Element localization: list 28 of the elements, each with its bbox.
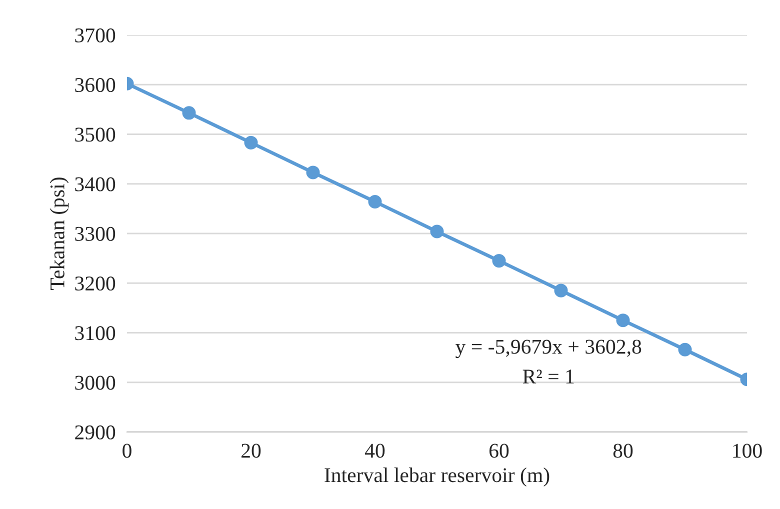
annotation: R² = 1: [522, 370, 574, 384]
x-tick-label: 0: [122, 444, 132, 458]
point: [616, 314, 630, 328]
x-tick-label: 100: [733, 444, 762, 458]
y-tick-label: 3400: [75, 177, 116, 192]
y-tick-label: 3200: [75, 276, 116, 291]
point: [678, 342, 692, 356]
x-tick-label: 40: [364, 444, 385, 458]
y-tick-label: 3600: [75, 78, 116, 92]
y-tick-label: 3300: [75, 226, 116, 241]
point: [368, 194, 382, 209]
y-tick-label: 3100: [75, 326, 116, 340]
point: [306, 166, 320, 180]
y-tick-label: 3700: [75, 28, 116, 42]
y-tick-label: 3000: [75, 376, 116, 390]
y-axis-title: Tekanan (psi): [50, 178, 69, 290]
x-axis-title: Interval lebar reservoir (m): [324, 468, 550, 486]
point: [554, 284, 568, 298]
x-tick-label: 60: [489, 444, 509, 458]
annotation: y = -5,9679x + 3602,8: [456, 340, 642, 358]
y-tick-label: 2900: [75, 425, 116, 440]
x-tick-label: 20: [242, 444, 261, 458]
y-tick-label: 3500: [75, 128, 116, 142]
point: [430, 224, 444, 238]
point: [182, 106, 196, 120]
x-tick-label: 80: [613, 444, 633, 458]
point: [244, 136, 258, 150]
point: [492, 254, 506, 268]
